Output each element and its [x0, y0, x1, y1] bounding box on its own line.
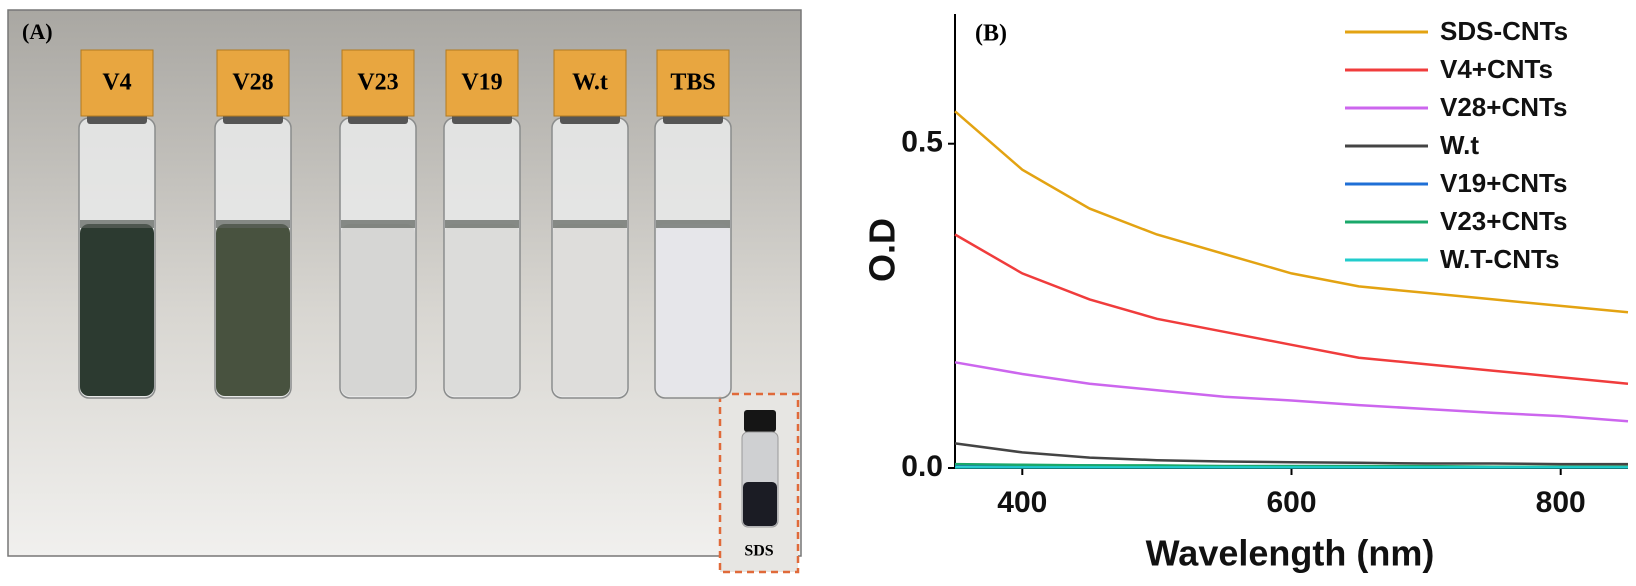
vial-label: V4	[102, 70, 131, 96]
vial-cap	[341, 49, 415, 117]
vial-cap	[656, 49, 730, 117]
vial-liquid	[445, 224, 519, 396]
legend-label: V19+CNTs	[1440, 168, 1567, 198]
legend-label: W.T-CNTs	[1440, 244, 1559, 274]
chart: (B) Wavelength (nm) O.D 400 600 800 0.0 0.5 S…	[862, 14, 1629, 574]
series-line	[954, 361, 1629, 423]
vial-liquid	[80, 224, 154, 396]
series-line	[954, 110, 1629, 314]
vial-label: TBS	[670, 70, 715, 96]
vial-label: V19	[461, 70, 502, 96]
vial-meniscus	[553, 220, 627, 228]
series-line	[954, 233, 1629, 385]
vial-cap	[80, 49, 154, 117]
vial-liquid	[341, 224, 415, 396]
vial-cap	[445, 49, 519, 117]
y-axis-title: O.D	[862, 218, 903, 282]
vial-meniscus	[216, 220, 290, 228]
vial-cap	[553, 49, 627, 117]
vial-meniscus	[341, 220, 415, 228]
y-tick-label: 0.5	[901, 126, 943, 159]
vial-meniscus	[656, 220, 730, 228]
legend-label: SDS-CNTs	[1440, 16, 1568, 46]
inset-cap	[744, 410, 776, 432]
vial-liquid	[216, 224, 290, 396]
vial-label: V28	[232, 70, 273, 96]
vial-meniscus	[445, 220, 519, 228]
legend-label: V28+CNTs	[1440, 92, 1567, 122]
legend-label: V4+CNTs	[1440, 54, 1553, 84]
vial-label: V23	[357, 70, 398, 96]
panel-label: (B)	[975, 21, 1007, 47]
panel-label: (A)	[22, 19, 53, 44]
vial-liquid	[656, 224, 730, 396]
y-tick-label: 0.0	[901, 450, 943, 483]
vial-liquid	[553, 224, 627, 396]
x-tick-label: 400	[997, 486, 1047, 519]
vials: V4 V28 V23 V19 W.t TBS	[78, 49, 732, 399]
vial-cap	[216, 49, 290, 117]
x-tick-label: 600	[1266, 486, 1316, 519]
vial-meniscus	[80, 220, 154, 228]
x-axis-title: Wavelength (nm)	[1146, 533, 1435, 574]
x-tick-label: 800	[1536, 486, 1586, 519]
vial-label: W.t	[572, 70, 608, 96]
inset-liquid	[743, 482, 777, 526]
series-line	[954, 442, 1628, 466]
legend-label: W.t	[1440, 130, 1479, 160]
legend-label: V23+CNTs	[1440, 206, 1567, 236]
inset-label: SDS	[744, 543, 773, 560]
